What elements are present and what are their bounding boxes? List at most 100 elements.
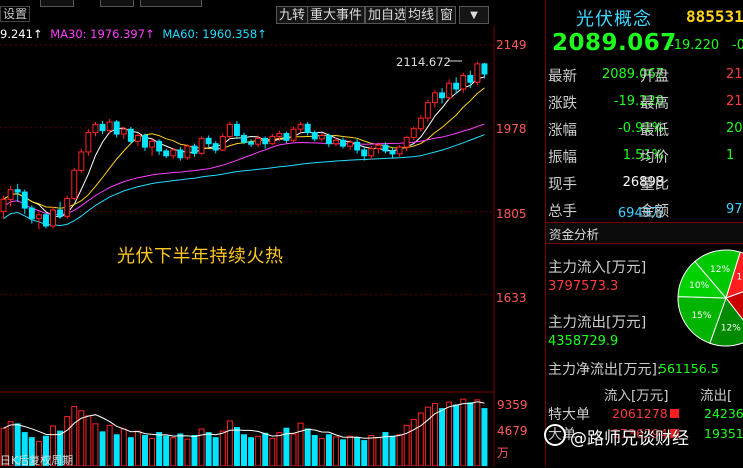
main-inflow-value: 3797573.3 bbox=[548, 279, 619, 294]
volume-bar bbox=[85, 415, 92, 466]
candle-body bbox=[233, 123, 240, 136]
candle-body bbox=[64, 197, 71, 217]
index-name: 光伏概念 bbox=[576, 9, 652, 30]
pie-slice-label: 12% bbox=[721, 323, 741, 333]
chart-toolbar: 设置 九转 重大事件 加自选 均线 窗 ▼ bbox=[0, 0, 545, 26]
volume-bar bbox=[297, 422, 304, 466]
volume-bar bbox=[269, 437, 276, 466]
volume-bar bbox=[177, 433, 184, 466]
volume-bar bbox=[248, 437, 255, 466]
pie-slice-label: 15% bbox=[691, 311, 711, 321]
quote-value: -19.220 bbox=[613, 94, 664, 109]
pie-slice bbox=[709, 296, 743, 347]
quote-value: 6949万 bbox=[617, 206, 664, 221]
toolbar-tab[interactable] bbox=[140, 0, 202, 7]
volume-bar bbox=[375, 437, 382, 466]
candle-body bbox=[460, 74, 467, 90]
quote-label: 开盘 bbox=[640, 69, 669, 85]
quote-value: -0.91% bbox=[618, 121, 664, 136]
flow-row-label: 特大单 bbox=[548, 407, 590, 423]
candle-body bbox=[50, 209, 57, 227]
price-chart[interactable] bbox=[0, 0, 545, 466]
volume-bar bbox=[276, 432, 283, 466]
volume-bar bbox=[311, 434, 318, 466]
chart-annotation: 光伏下半年持续火热 bbox=[117, 246, 284, 267]
quote-label: 均价 bbox=[640, 150, 669, 166]
volume-bar bbox=[191, 434, 198, 466]
volume-bar bbox=[446, 401, 453, 466]
flow-row-inflow: 2061278 bbox=[612, 406, 668, 421]
flow-bar bbox=[670, 409, 679, 418]
candle-body bbox=[417, 117, 424, 130]
pie-slice bbox=[725, 291, 743, 321]
quote-label: 最新 bbox=[548, 69, 577, 85]
fund-pie-chart[interactable]: 11%1512%15%10%12% bbox=[676, 248, 743, 348]
quote-value: 207 bbox=[726, 121, 743, 136]
period-footer-label: 日K后复权周期 bbox=[0, 454, 74, 467]
candle-body bbox=[28, 207, 35, 220]
volume-bar bbox=[198, 428, 205, 466]
toolbar-tab[interactable] bbox=[100, 0, 134, 7]
candle-body bbox=[283, 133, 290, 141]
candle-body bbox=[453, 82, 460, 90]
major-events-button[interactable]: 重大事件 bbox=[307, 6, 366, 24]
candle-body bbox=[467, 74, 474, 83]
quote-label: 总手 bbox=[548, 204, 577, 220]
window-button[interactable]: 窗 bbox=[437, 6, 457, 24]
volume-bar bbox=[396, 434, 403, 466]
volume-bar bbox=[417, 412, 424, 466]
candle-body bbox=[332, 139, 339, 145]
candle-body bbox=[205, 137, 212, 145]
volume-bar bbox=[219, 430, 226, 466]
volume-bar bbox=[233, 426, 240, 466]
jiuzhuan-button[interactable]: 九转 bbox=[276, 6, 309, 24]
candle-body bbox=[431, 92, 438, 104]
period-selector[interactable]: 设置 bbox=[0, 6, 31, 22]
quote-value: 210 bbox=[726, 94, 743, 109]
candle-body bbox=[212, 143, 219, 151]
volume-ma-line bbox=[3, 401, 485, 439]
candle-body bbox=[325, 134, 332, 145]
moving-average-button[interactable]: 均线 bbox=[405, 6, 438, 24]
price-axis-label: 1805 bbox=[496, 207, 527, 221]
pie-slice-label: 10% bbox=[689, 281, 709, 291]
volume-bar bbox=[340, 439, 346, 466]
candle-body bbox=[276, 133, 283, 137]
ma60-value: MA60: 1960.358↑ bbox=[162, 27, 267, 41]
volume-bar bbox=[163, 435, 170, 466]
fund-analysis-header[interactable] bbox=[546, 222, 743, 244]
candle-body bbox=[156, 140, 163, 152]
volume-bar bbox=[205, 432, 212, 466]
volume-bar bbox=[332, 436, 339, 466]
candle-body bbox=[396, 146, 403, 155]
candle-body bbox=[42, 214, 49, 227]
candle-body bbox=[375, 144, 382, 150]
candle-body bbox=[198, 137, 205, 154]
candle-body bbox=[78, 151, 85, 171]
volume-bar bbox=[460, 398, 467, 466]
volume-bar bbox=[106, 424, 113, 466]
toolbar-tab[interactable] bbox=[40, 0, 74, 7]
quote-value: 26898 bbox=[622, 175, 664, 190]
volume-bar bbox=[57, 430, 64, 466]
candle-body bbox=[248, 141, 255, 145]
price-axis-label: 1978 bbox=[496, 122, 527, 136]
candle-body bbox=[170, 149, 177, 157]
dropdown-arrow-icon[interactable]: ▼ bbox=[459, 6, 489, 24]
candle-body bbox=[92, 123, 99, 134]
volume-bar bbox=[92, 423, 99, 466]
candle-body bbox=[142, 134, 148, 148]
price-axis-label: 1633 bbox=[496, 291, 527, 305]
candle-body bbox=[134, 134, 141, 142]
add-favorite-button[interactable]: 加自选 bbox=[365, 6, 411, 24]
volume-bar bbox=[262, 432, 269, 466]
volume-bar bbox=[354, 437, 361, 466]
candle-body bbox=[226, 123, 233, 137]
candle-body bbox=[7, 189, 14, 200]
quote-label: 金额 bbox=[640, 204, 669, 220]
quote-label: 现手 bbox=[548, 177, 577, 193]
price-change: -19.220 bbox=[669, 38, 720, 53]
main-outflow-value: 4358729.9 bbox=[548, 334, 619, 349]
volume-bar bbox=[134, 430, 141, 466]
candle-body bbox=[297, 123, 304, 130]
